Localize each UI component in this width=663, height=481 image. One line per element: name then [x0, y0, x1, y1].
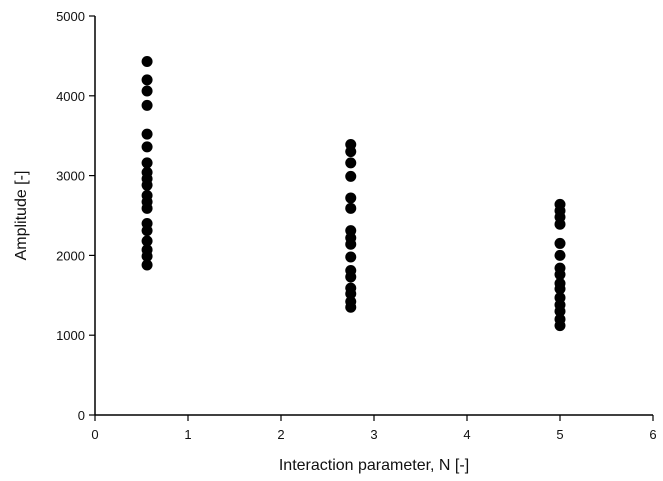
- data-point: [554, 283, 566, 295]
- data-point: [345, 157, 357, 169]
- data-point: [345, 288, 357, 300]
- data-point: [141, 202, 153, 214]
- x-tick-label: 1: [184, 427, 191, 442]
- data-points: [141, 55, 566, 332]
- x-tick-label: 2: [277, 427, 284, 442]
- data-point: [554, 305, 566, 317]
- data-point: [554, 249, 566, 261]
- y-tick-label: 4000: [56, 89, 85, 104]
- data-point: [141, 128, 153, 140]
- x-axis-title: Interaction parameter, N [-]: [279, 457, 469, 474]
- data-point: [345, 192, 357, 204]
- data-point: [141, 141, 153, 153]
- data-point: [345, 301, 357, 313]
- data-point: [141, 85, 153, 97]
- data-point: [554, 269, 566, 281]
- data-point: [345, 170, 357, 182]
- x-tick-label: 6: [649, 427, 656, 442]
- data-point: [141, 225, 153, 237]
- data-point: [345, 202, 357, 214]
- y-tick-label: 2000: [56, 248, 85, 263]
- data-point: [141, 55, 153, 67]
- data-point: [141, 235, 153, 247]
- data-point: [554, 237, 566, 249]
- data-point: [345, 251, 357, 263]
- data-point: [345, 146, 357, 158]
- x-tick-label: 0: [91, 427, 98, 442]
- y-ticks: 0 1000 2000 3000 4000 5000: [56, 9, 95, 423]
- x-ticks: 0 1 2 3 4 5 6: [91, 415, 657, 442]
- x-tick-label: 4: [463, 427, 470, 442]
- y-tick-label: 3000: [56, 169, 85, 184]
- y-axis-title: Amplitude [-]: [13, 171, 30, 261]
- data-point: [141, 179, 153, 191]
- x-tick-label: 5: [556, 427, 563, 442]
- data-point: [554, 320, 566, 332]
- data-point: [141, 99, 153, 111]
- y-tick-label: 0: [78, 408, 85, 423]
- y-tick-label: 1000: [56, 328, 85, 343]
- data-point: [554, 218, 566, 230]
- data-point: [345, 271, 357, 283]
- data-point: [345, 238, 357, 250]
- x-tick-label: 3: [370, 427, 377, 442]
- data-point: [141, 250, 153, 262]
- data-point: [141, 74, 153, 86]
- data-point: [141, 157, 153, 169]
- data-point: [141, 259, 153, 271]
- axes: 0 1 2 3 4 5 6 0 1000 2000 3000 4000 5000: [56, 9, 657, 442]
- y-tick-label: 5000: [56, 9, 85, 24]
